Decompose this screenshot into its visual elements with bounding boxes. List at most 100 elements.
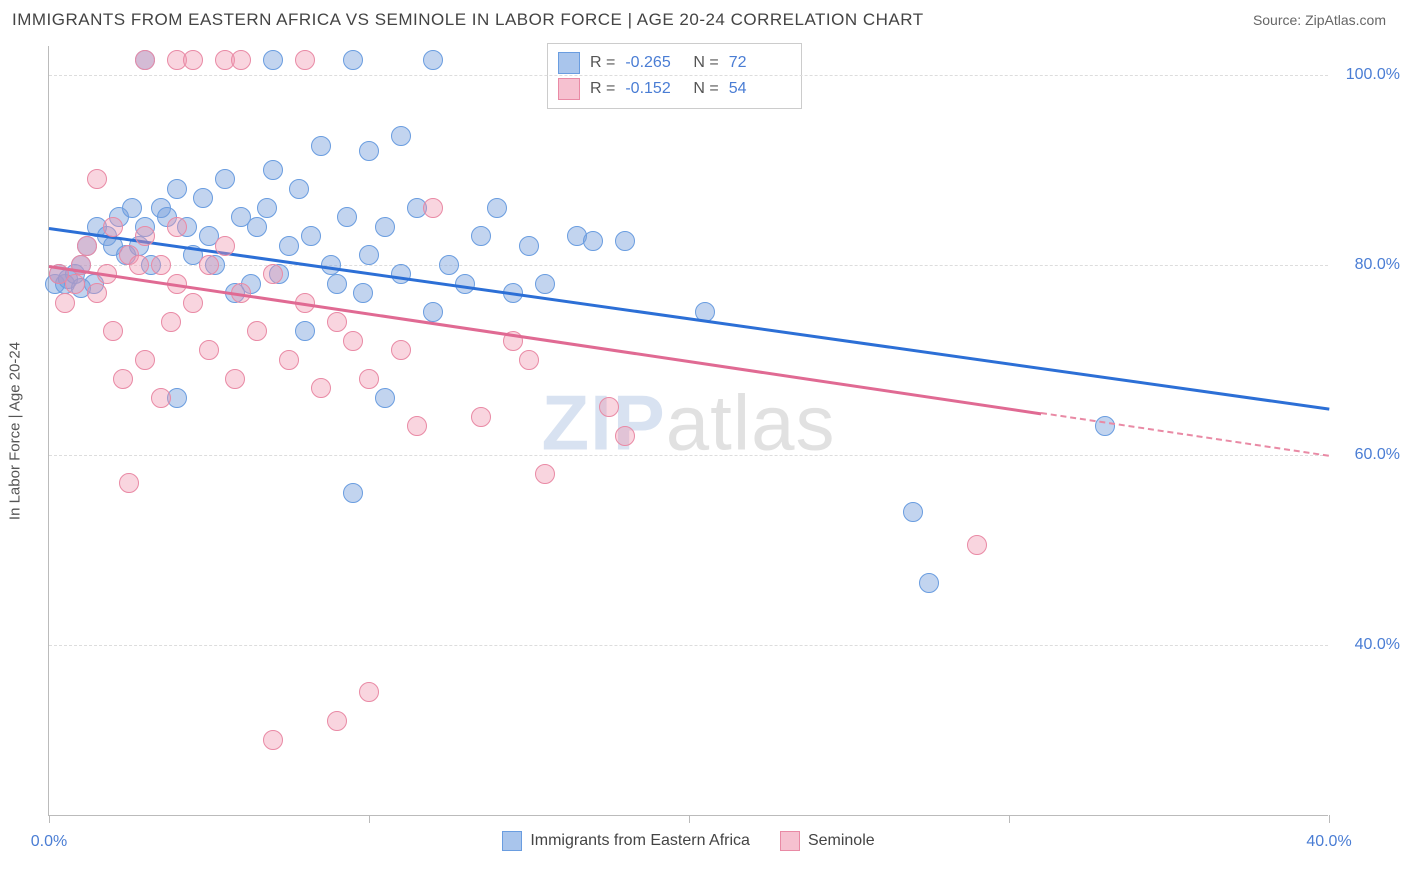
data-point: [407, 416, 427, 436]
data-point: [391, 340, 411, 360]
scatter-chart: In Labor Force | Age 20-24 ZIPatlas R =-…: [48, 46, 1328, 816]
data-point: [391, 264, 411, 284]
y-tick-label: 100.0%: [1340, 66, 1400, 84]
data-point: [359, 682, 379, 702]
data-point: [471, 407, 491, 427]
data-point: [263, 50, 283, 70]
data-point: [263, 160, 283, 180]
data-point: [183, 50, 203, 70]
data-point: [129, 255, 149, 275]
data-point: [311, 378, 331, 398]
y-axis-label: In Labor Force | Age 20-24: [7, 341, 24, 519]
data-point: [321, 255, 341, 275]
chart-title: IMMIGRANTS FROM EASTERN AFRICA VS SEMINO…: [12, 10, 924, 30]
data-point: [327, 312, 347, 332]
data-point: [359, 141, 379, 161]
data-point: [455, 274, 475, 294]
data-point: [151, 388, 171, 408]
r-label: R =: [590, 80, 615, 98]
data-point: [263, 264, 283, 284]
data-point: [247, 321, 267, 341]
stats-row: R =-0.265N =72: [558, 50, 787, 76]
data-point: [599, 397, 619, 417]
legend-label: Seminole: [808, 832, 875, 850]
legend-item: Seminole: [780, 831, 875, 851]
data-point: [535, 274, 555, 294]
stats-legend: R = -0.265 N = 72 R = -0.152 N = 54: [547, 43, 802, 109]
n-value: 54: [729, 80, 787, 98]
x-tick: [1009, 815, 1010, 823]
data-point: [1095, 416, 1115, 436]
data-point: [535, 464, 555, 484]
data-point: [311, 136, 331, 156]
data-point: [225, 369, 245, 389]
data-point: [519, 236, 539, 256]
data-point: [337, 207, 357, 227]
data-point: [167, 217, 187, 237]
data-point: [967, 535, 987, 555]
x-tick: [49, 815, 50, 823]
data-point: [231, 50, 251, 70]
x-tick: [689, 815, 690, 823]
data-point: [135, 50, 155, 70]
series-swatch: [558, 52, 580, 74]
data-point: [439, 255, 459, 275]
data-point: [215, 169, 235, 189]
data-point: [247, 217, 267, 237]
x-tick: [369, 815, 370, 823]
gridline: [49, 455, 1328, 456]
r-value: -0.152: [625, 80, 683, 98]
data-point: [135, 226, 155, 246]
data-point: [279, 350, 299, 370]
data-point: [391, 126, 411, 146]
trend-line-extrapolated: [1041, 412, 1329, 457]
legend-label: Immigrants from Eastern Africa: [530, 832, 750, 850]
data-point: [113, 369, 133, 389]
series-swatch: [780, 831, 800, 851]
source-label: Source: ZipAtlas.com: [1253, 12, 1386, 28]
y-tick-label: 40.0%: [1340, 636, 1400, 654]
data-point: [183, 293, 203, 313]
data-point: [359, 245, 379, 265]
data-point: [167, 179, 187, 199]
data-point: [65, 274, 85, 294]
x-tick: [1329, 815, 1330, 823]
r-value: -0.265: [625, 54, 683, 72]
n-label: N =: [693, 54, 718, 72]
data-point: [55, 293, 75, 313]
data-point: [903, 502, 923, 522]
series-swatch: [502, 831, 522, 851]
data-point: [215, 236, 235, 256]
data-point: [77, 236, 97, 256]
n-label: N =: [693, 80, 718, 98]
data-point: [257, 198, 277, 218]
n-value: 72: [729, 54, 787, 72]
data-point: [615, 231, 635, 251]
data-point: [423, 302, 443, 322]
data-point: [161, 312, 181, 332]
stats-row: R = -0.152 N = 54: [558, 76, 787, 102]
data-point: [295, 50, 315, 70]
data-point: [289, 179, 309, 199]
data-point: [119, 473, 139, 493]
data-point: [199, 255, 219, 275]
data-point: [519, 350, 539, 370]
data-point: [343, 50, 363, 70]
data-point: [295, 321, 315, 341]
data-point: [263, 730, 283, 750]
data-point: [615, 426, 635, 446]
data-point: [919, 573, 939, 593]
data-point: [375, 388, 395, 408]
gridline: [49, 75, 1328, 76]
data-point: [87, 169, 107, 189]
bottom-legend: Immigrants from Eastern Africa Seminole: [49, 831, 1328, 851]
data-point: [135, 350, 155, 370]
data-point: [103, 217, 123, 237]
data-point: [327, 711, 347, 731]
data-point: [151, 255, 171, 275]
gridline: [49, 265, 1328, 266]
data-point: [122, 198, 142, 218]
data-point: [375, 217, 395, 237]
data-point: [103, 321, 123, 341]
data-point: [343, 483, 363, 503]
